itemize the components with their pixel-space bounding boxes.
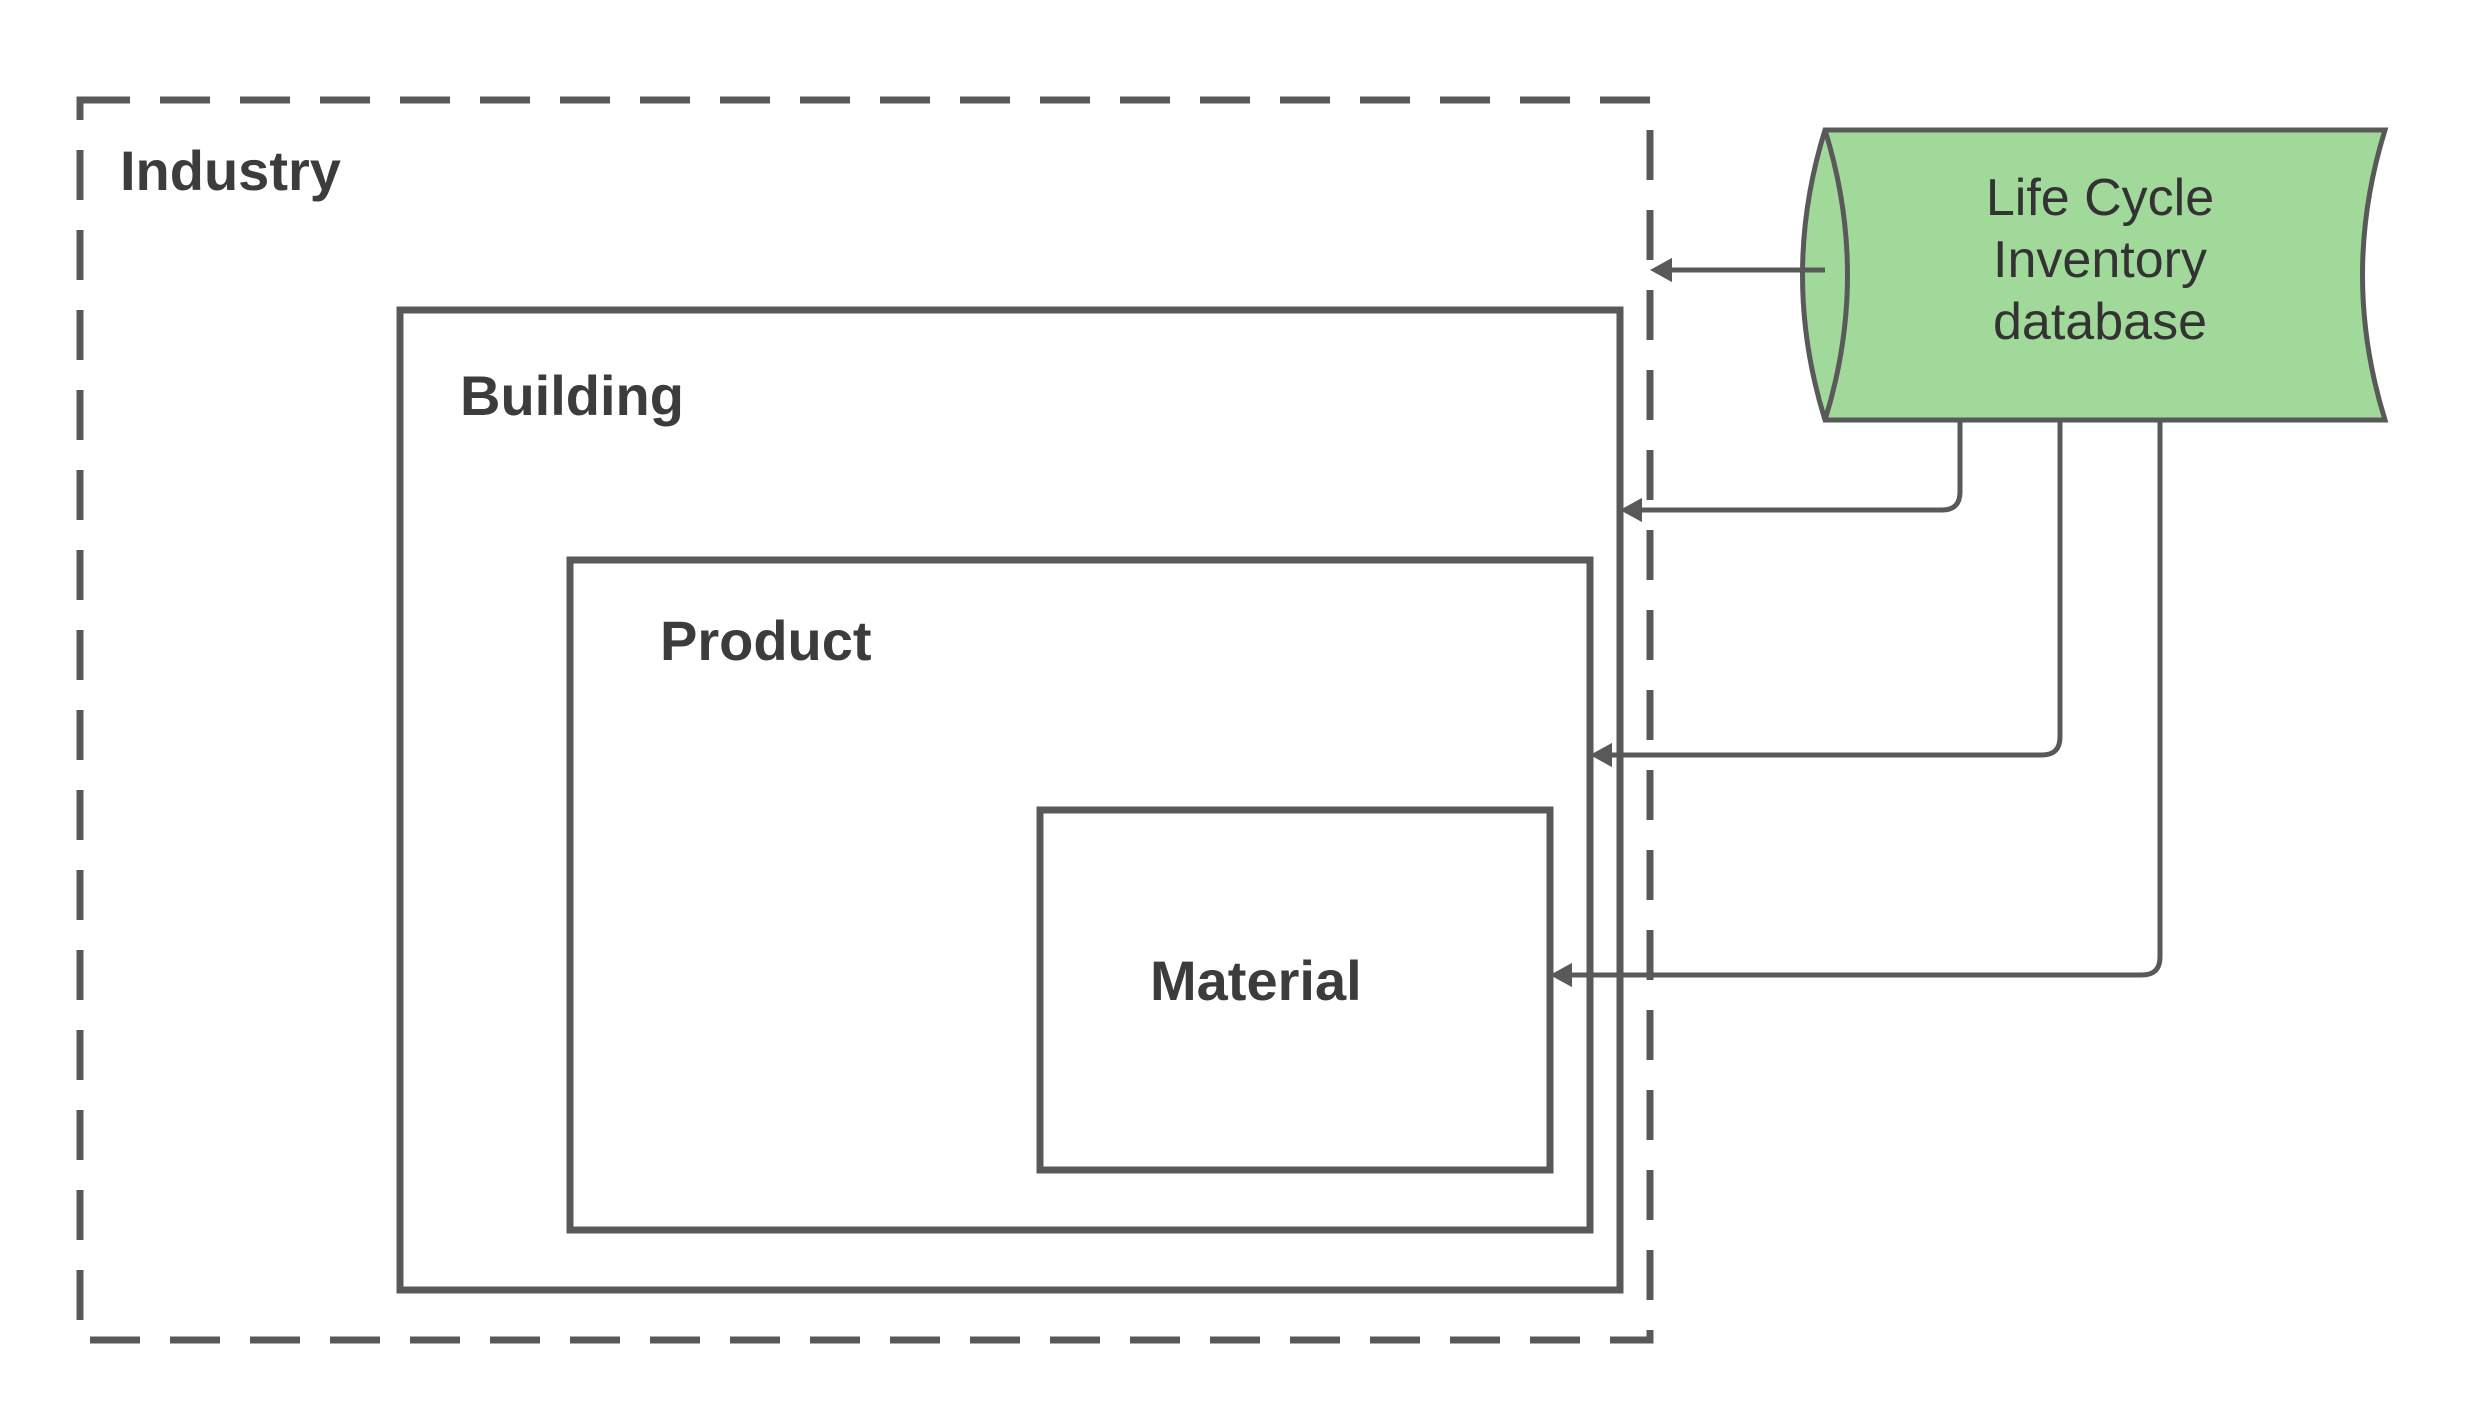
arrow-head [1650, 258, 1672, 282]
database-label-line-2: database [1993, 293, 2207, 351]
building-label: Building [460, 364, 684, 427]
arrow-to-building [1642, 420, 1960, 510]
arrow-to-product [1612, 420, 2060, 755]
material-label: Material [1150, 949, 1362, 1012]
database-label-line-1: Inventory [1993, 231, 2207, 289]
arrow-to-material [1572, 420, 2160, 975]
industry-box [80, 100, 1650, 1340]
product-label: Product [660, 609, 872, 672]
database-label-line-0: Life Cycle [1986, 169, 2214, 227]
industry-label: Industry [120, 139, 341, 202]
building-box [400, 310, 1620, 1290]
